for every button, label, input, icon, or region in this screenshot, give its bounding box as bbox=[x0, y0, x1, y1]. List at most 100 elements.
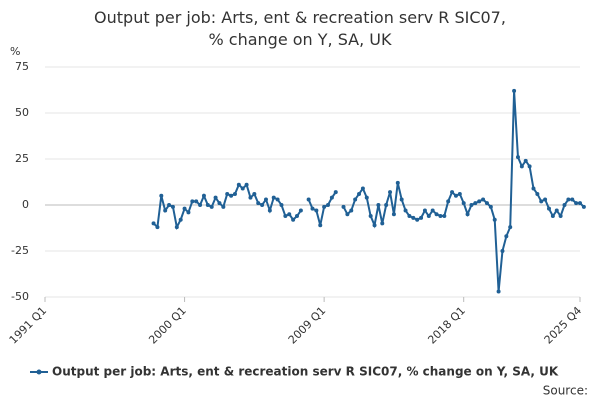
point bbox=[566, 197, 571, 202]
point bbox=[461, 201, 466, 206]
point bbox=[170, 204, 175, 209]
point bbox=[372, 223, 377, 228]
point bbox=[488, 204, 493, 209]
point bbox=[422, 208, 427, 213]
point bbox=[407, 214, 412, 219]
y-tick-label: 50 bbox=[15, 106, 29, 119]
point bbox=[395, 180, 400, 185]
point bbox=[457, 191, 462, 196]
legend-label: Output per job: Arts, ent & recreation s… bbox=[52, 365, 559, 379]
line bbox=[152, 90, 585, 292]
point bbox=[322, 204, 327, 209]
point bbox=[155, 225, 160, 230]
point bbox=[570, 197, 575, 202]
point bbox=[209, 204, 214, 209]
point bbox=[411, 215, 416, 220]
point bbox=[527, 164, 532, 169]
point bbox=[484, 201, 489, 206]
point bbox=[384, 203, 389, 207]
point bbox=[438, 214, 443, 219]
point bbox=[174, 225, 179, 230]
point bbox=[465, 212, 470, 217]
point bbox=[182, 206, 187, 211]
point bbox=[240, 186, 245, 191]
point bbox=[167, 203, 172, 207]
point bbox=[294, 214, 299, 219]
point bbox=[523, 158, 528, 163]
point bbox=[333, 190, 338, 195]
point bbox=[205, 203, 210, 207]
point bbox=[504, 234, 509, 239]
point bbox=[353, 197, 358, 202]
point bbox=[399, 197, 404, 202]
point bbox=[159, 193, 164, 198]
point bbox=[314, 208, 319, 213]
point bbox=[271, 195, 276, 200]
point bbox=[360, 186, 365, 191]
y-axis-label: % bbox=[10, 45, 20, 58]
point bbox=[434, 212, 439, 217]
point bbox=[531, 186, 536, 191]
point bbox=[477, 199, 482, 204]
point bbox=[508, 225, 513, 230]
point bbox=[469, 203, 474, 207]
point bbox=[221, 204, 226, 209]
point bbox=[519, 164, 524, 169]
point bbox=[291, 217, 296, 222]
point bbox=[198, 203, 203, 207]
point bbox=[442, 214, 447, 219]
point bbox=[345, 212, 350, 217]
point bbox=[368, 214, 373, 219]
point bbox=[275, 197, 280, 202]
point bbox=[515, 155, 520, 160]
x-tick-label: 2018 Q1 bbox=[425, 304, 468, 347]
point bbox=[388, 190, 393, 195]
point bbox=[415, 217, 420, 222]
y-tick-label: 25 bbox=[15, 152, 29, 165]
point bbox=[453, 193, 458, 198]
point bbox=[329, 195, 334, 200]
point bbox=[326, 203, 331, 207]
point bbox=[186, 210, 191, 215]
point bbox=[558, 214, 563, 219]
point bbox=[260, 203, 265, 207]
point bbox=[217, 201, 222, 206]
point bbox=[546, 206, 551, 211]
point bbox=[450, 190, 455, 195]
point bbox=[194, 199, 199, 204]
point bbox=[391, 212, 396, 217]
point bbox=[256, 201, 261, 206]
y-tick-label: 75 bbox=[15, 60, 29, 73]
x-tick-label: 2025 Q4 bbox=[542, 304, 585, 347]
point bbox=[512, 88, 517, 93]
point bbox=[574, 201, 579, 206]
point bbox=[562, 203, 567, 207]
point bbox=[426, 214, 431, 219]
point bbox=[492, 217, 497, 222]
x-tick-label: 2000 Q1 bbox=[146, 304, 189, 347]
point bbox=[201, 193, 206, 198]
point bbox=[419, 215, 424, 220]
point bbox=[248, 195, 253, 200]
point bbox=[252, 191, 257, 196]
source: Source: bbox=[543, 384, 588, 398]
point bbox=[229, 193, 234, 198]
point bbox=[236, 182, 241, 187]
point bbox=[496, 289, 501, 294]
point bbox=[364, 195, 369, 200]
point bbox=[535, 191, 540, 196]
point bbox=[151, 221, 156, 226]
x-tick-label: 1991 Q1 bbox=[7, 304, 50, 347]
point bbox=[283, 214, 288, 219]
point bbox=[287, 212, 292, 217]
point bbox=[190, 199, 195, 204]
point bbox=[178, 217, 183, 222]
point bbox=[341, 204, 346, 209]
chart-title: Output per job: Arts, ent & recreation s… bbox=[94, 8, 506, 49]
point bbox=[267, 208, 272, 213]
y-tick-label: 0 bbox=[22, 198, 29, 211]
point bbox=[232, 191, 237, 196]
point bbox=[500, 249, 505, 253]
point bbox=[163, 208, 168, 213]
